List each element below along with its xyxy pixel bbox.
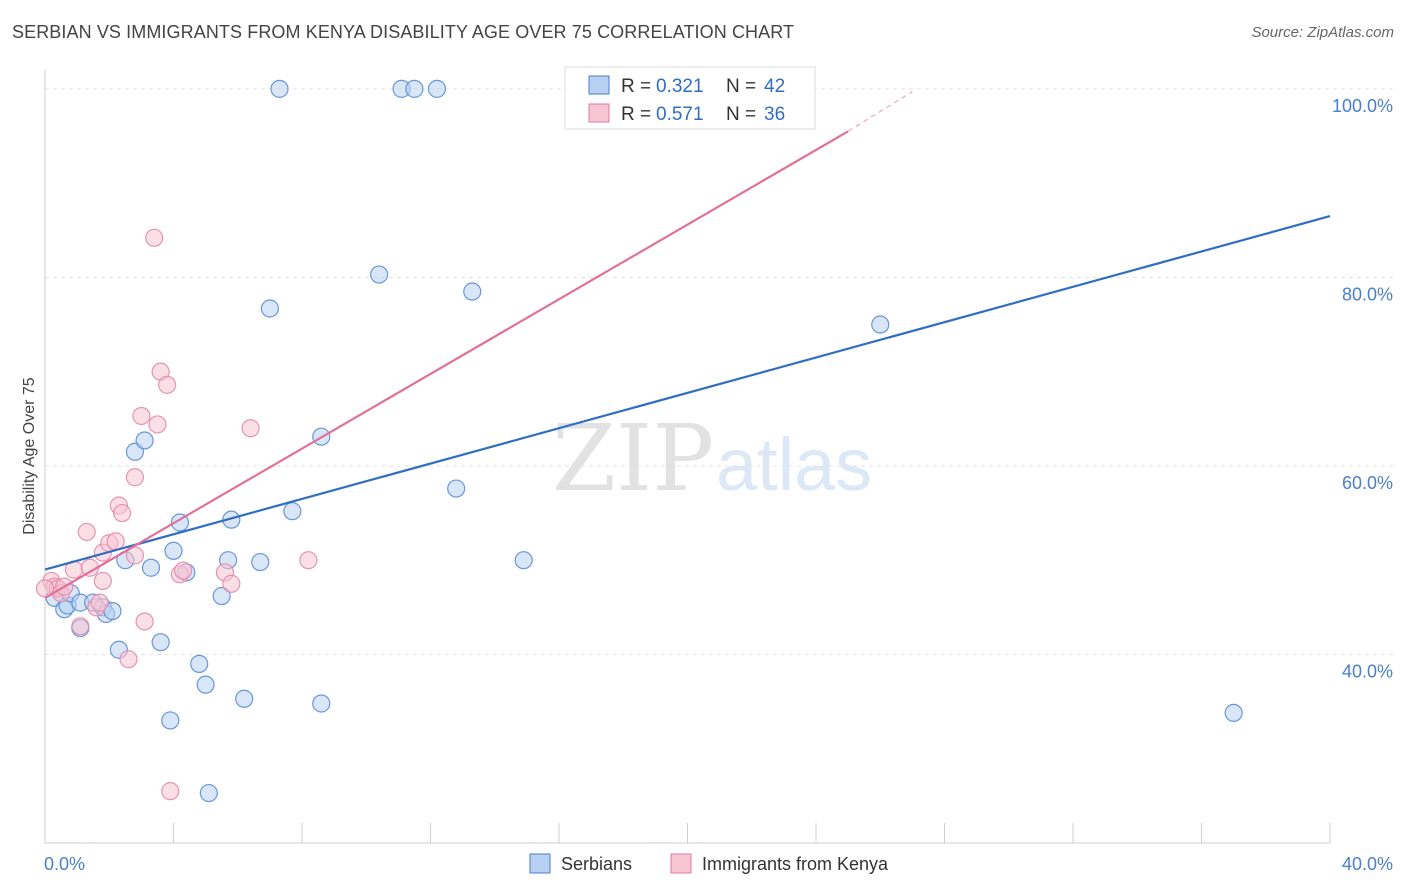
kenya-point-32 <box>299 551 318 570</box>
kenya-point-8 <box>77 522 96 542</box>
serbians-point-40 <box>514 551 533 570</box>
serbians-point-38 <box>447 479 466 498</box>
legend-n-label-kenya: N = <box>726 104 756 125</box>
serbians-point-36 <box>405 79 424 98</box>
kenya-point-21 <box>135 612 154 631</box>
bottom-legend-label-kenya: Immigrants from Kenya <box>702 854 889 874</box>
serbians-point-34 <box>370 265 389 284</box>
legend-n-label-serbians: N = <box>726 76 756 97</box>
legend-swatch-serbians <box>588 75 610 95</box>
serbians-point-43 <box>1224 703 1243 723</box>
kenya-point-25 <box>157 375 177 394</box>
legend-r-label-kenya: R = <box>621 104 651 125</box>
y-tick-label-0: 40.0% <box>1342 661 1393 681</box>
serbians-point-29 <box>260 299 279 318</box>
serbians-point-28 <box>251 552 270 572</box>
serbians-point-16 <box>151 633 170 652</box>
kenya-point-11 <box>93 571 112 591</box>
watermark-zip: ZIP <box>552 405 714 512</box>
correlation-legend: R = 0.321 N = 42 R = 0.571 N = 36 <box>564 66 816 130</box>
kenya-point-31 <box>241 419 260 438</box>
kenya-point-30 <box>222 574 241 593</box>
legend-swatch-kenya <box>588 103 610 123</box>
bottom-legend-swatch-serbians <box>529 853 551 874</box>
kenya-point-19 <box>125 546 145 565</box>
serbians-point-30 <box>270 79 289 98</box>
y-tick-label-1: 60.0% <box>1342 473 1393 493</box>
kenya-point-16 <box>112 503 132 523</box>
chart-title: SERBIAN VS IMMIGRANTS FROM KENYA DISABIL… <box>12 22 795 42</box>
bottom-legend-swatch-kenya <box>670 853 692 874</box>
legend-r-label-serbians: R = <box>621 76 651 97</box>
axes <box>44 70 1331 844</box>
kenya-point-6 <box>71 617 90 636</box>
y-tick-labels: 40.0% 60.0% 80.0% 100.0% <box>1332 96 1393 682</box>
serbians-point-39 <box>463 282 482 301</box>
kenya-trend-line <box>44 130 849 599</box>
source-label: Source: ZipAtlas.com <box>1251 24 1394 41</box>
kenya-point-17 <box>119 650 138 669</box>
serbians-point-15 <box>141 558 161 577</box>
kenya-point-28 <box>174 561 193 580</box>
serbians-point-31 <box>283 502 302 521</box>
kenya-point-10 <box>90 593 109 612</box>
x-tick-label-1: 40.0% <box>1342 854 1393 874</box>
serbians-point-27 <box>235 689 254 708</box>
bottom-legend-label-serbians: Serbians <box>561 854 632 874</box>
legend-n-value-serbians: 42 <box>764 76 785 97</box>
serbians-trend-line <box>44 215 1331 571</box>
kenya-point-26 <box>161 782 180 801</box>
kenya-trend-extrapolation <box>847 91 913 132</box>
serbians-point-37 <box>427 79 447 98</box>
legend-r-value-serbians: 0.321 <box>656 76 704 97</box>
kenya-point-18 <box>125 468 145 487</box>
series-legend: Serbians Immigrants from Kenya <box>529 853 889 874</box>
serbians-point-33 <box>312 694 331 713</box>
kenya-point-22 <box>145 228 164 247</box>
serbians-point-42 <box>871 315 890 334</box>
x-tick-labels: 0.0% 40.0% <box>44 854 1393 874</box>
serbians-point-24 <box>212 586 231 606</box>
serbians-point-23 <box>199 783 218 803</box>
watermark-atlas: atlas <box>716 423 872 506</box>
y-tick-label-3: 100.0% <box>1332 96 1393 116</box>
kenya-point-20 <box>132 406 151 426</box>
y-tick-label-2: 80.0% <box>1342 284 1393 304</box>
trend-lines <box>44 91 1331 599</box>
y-axis-title: Disability Age Over 75 <box>21 377 38 535</box>
serbians-point-17 <box>161 711 180 730</box>
legend-n-value-kenya: 36 <box>764 104 785 125</box>
kenya-point-23 <box>148 415 167 434</box>
serbians-point-14 <box>135 431 154 450</box>
serbians-point-18 <box>164 541 183 560</box>
serbians-point-22 <box>196 675 215 694</box>
x-tick-label-0: 0.0% <box>44 854 85 874</box>
kenya-point-14 <box>106 532 125 551</box>
grid-lines <box>45 88 1393 655</box>
legend-r-value-kenya: 0.571 <box>656 104 704 125</box>
serbians-point-21 <box>190 654 209 673</box>
